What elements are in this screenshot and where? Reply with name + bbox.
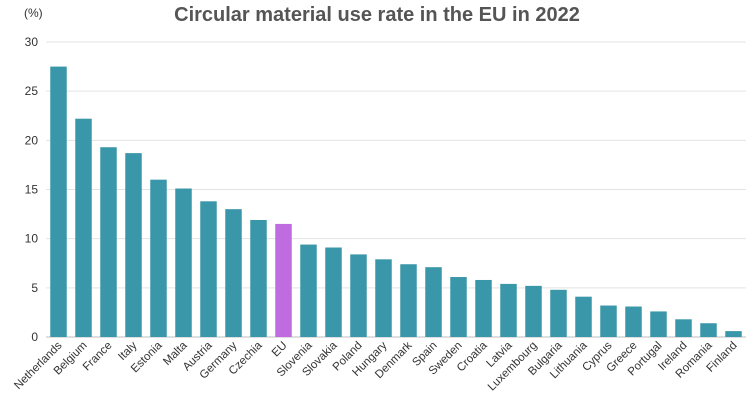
bar-romania	[700, 323, 717, 337]
bar-ireland	[675, 319, 692, 337]
bar-slovakia	[325, 247, 342, 337]
bar-cyprus	[600, 305, 617, 337]
y-tick-label: 25	[25, 84, 39, 98]
bar-lithuania	[575, 296, 592, 337]
bar-slovenia	[300, 244, 317, 337]
chart-title: Circular material use rate in the EU in …	[174, 4, 580, 26]
y-axis-ticks: 0 5 10 15 20 25 30	[25, 35, 39, 344]
unit-label: (%)	[24, 6, 43, 20]
y-tick-label: 5	[31, 281, 38, 295]
y-tick-label: 30	[25, 35, 39, 49]
bar-denmark	[400, 264, 417, 337]
bar-poland	[350, 254, 367, 337]
bar-france	[100, 147, 117, 337]
bar-portugal	[650, 311, 667, 337]
y-tick-label: 0	[31, 330, 38, 344]
y-tick-label: 15	[25, 183, 39, 197]
bar-estonia	[150, 179, 167, 337]
bar-germany	[225, 209, 242, 337]
bar-latvia	[500, 283, 517, 337]
x-tick-label-eu: EU	[270, 340, 290, 360]
bar-hungary	[375, 259, 392, 337]
y-tick-label: 10	[25, 232, 39, 246]
bar-croatia	[475, 279, 492, 337]
bar-netherlands	[50, 66, 67, 337]
bar-bulgaria	[550, 289, 567, 337]
bars	[50, 66, 742, 337]
bar-greece	[625, 306, 642, 337]
bar-malta	[175, 188, 192, 337]
bar-sweden	[450, 277, 467, 337]
y-tick-label: 20	[25, 133, 39, 147]
bar-italy	[125, 153, 142, 337]
bar-finland	[725, 331, 742, 337]
bar-austria	[200, 201, 217, 337]
bar-eu	[275, 223, 292, 337]
bar-spain	[425, 267, 442, 337]
bar-czechia	[250, 219, 267, 337]
bar-luxembourg	[525, 285, 542, 337]
bar-belgium	[75, 118, 92, 337]
